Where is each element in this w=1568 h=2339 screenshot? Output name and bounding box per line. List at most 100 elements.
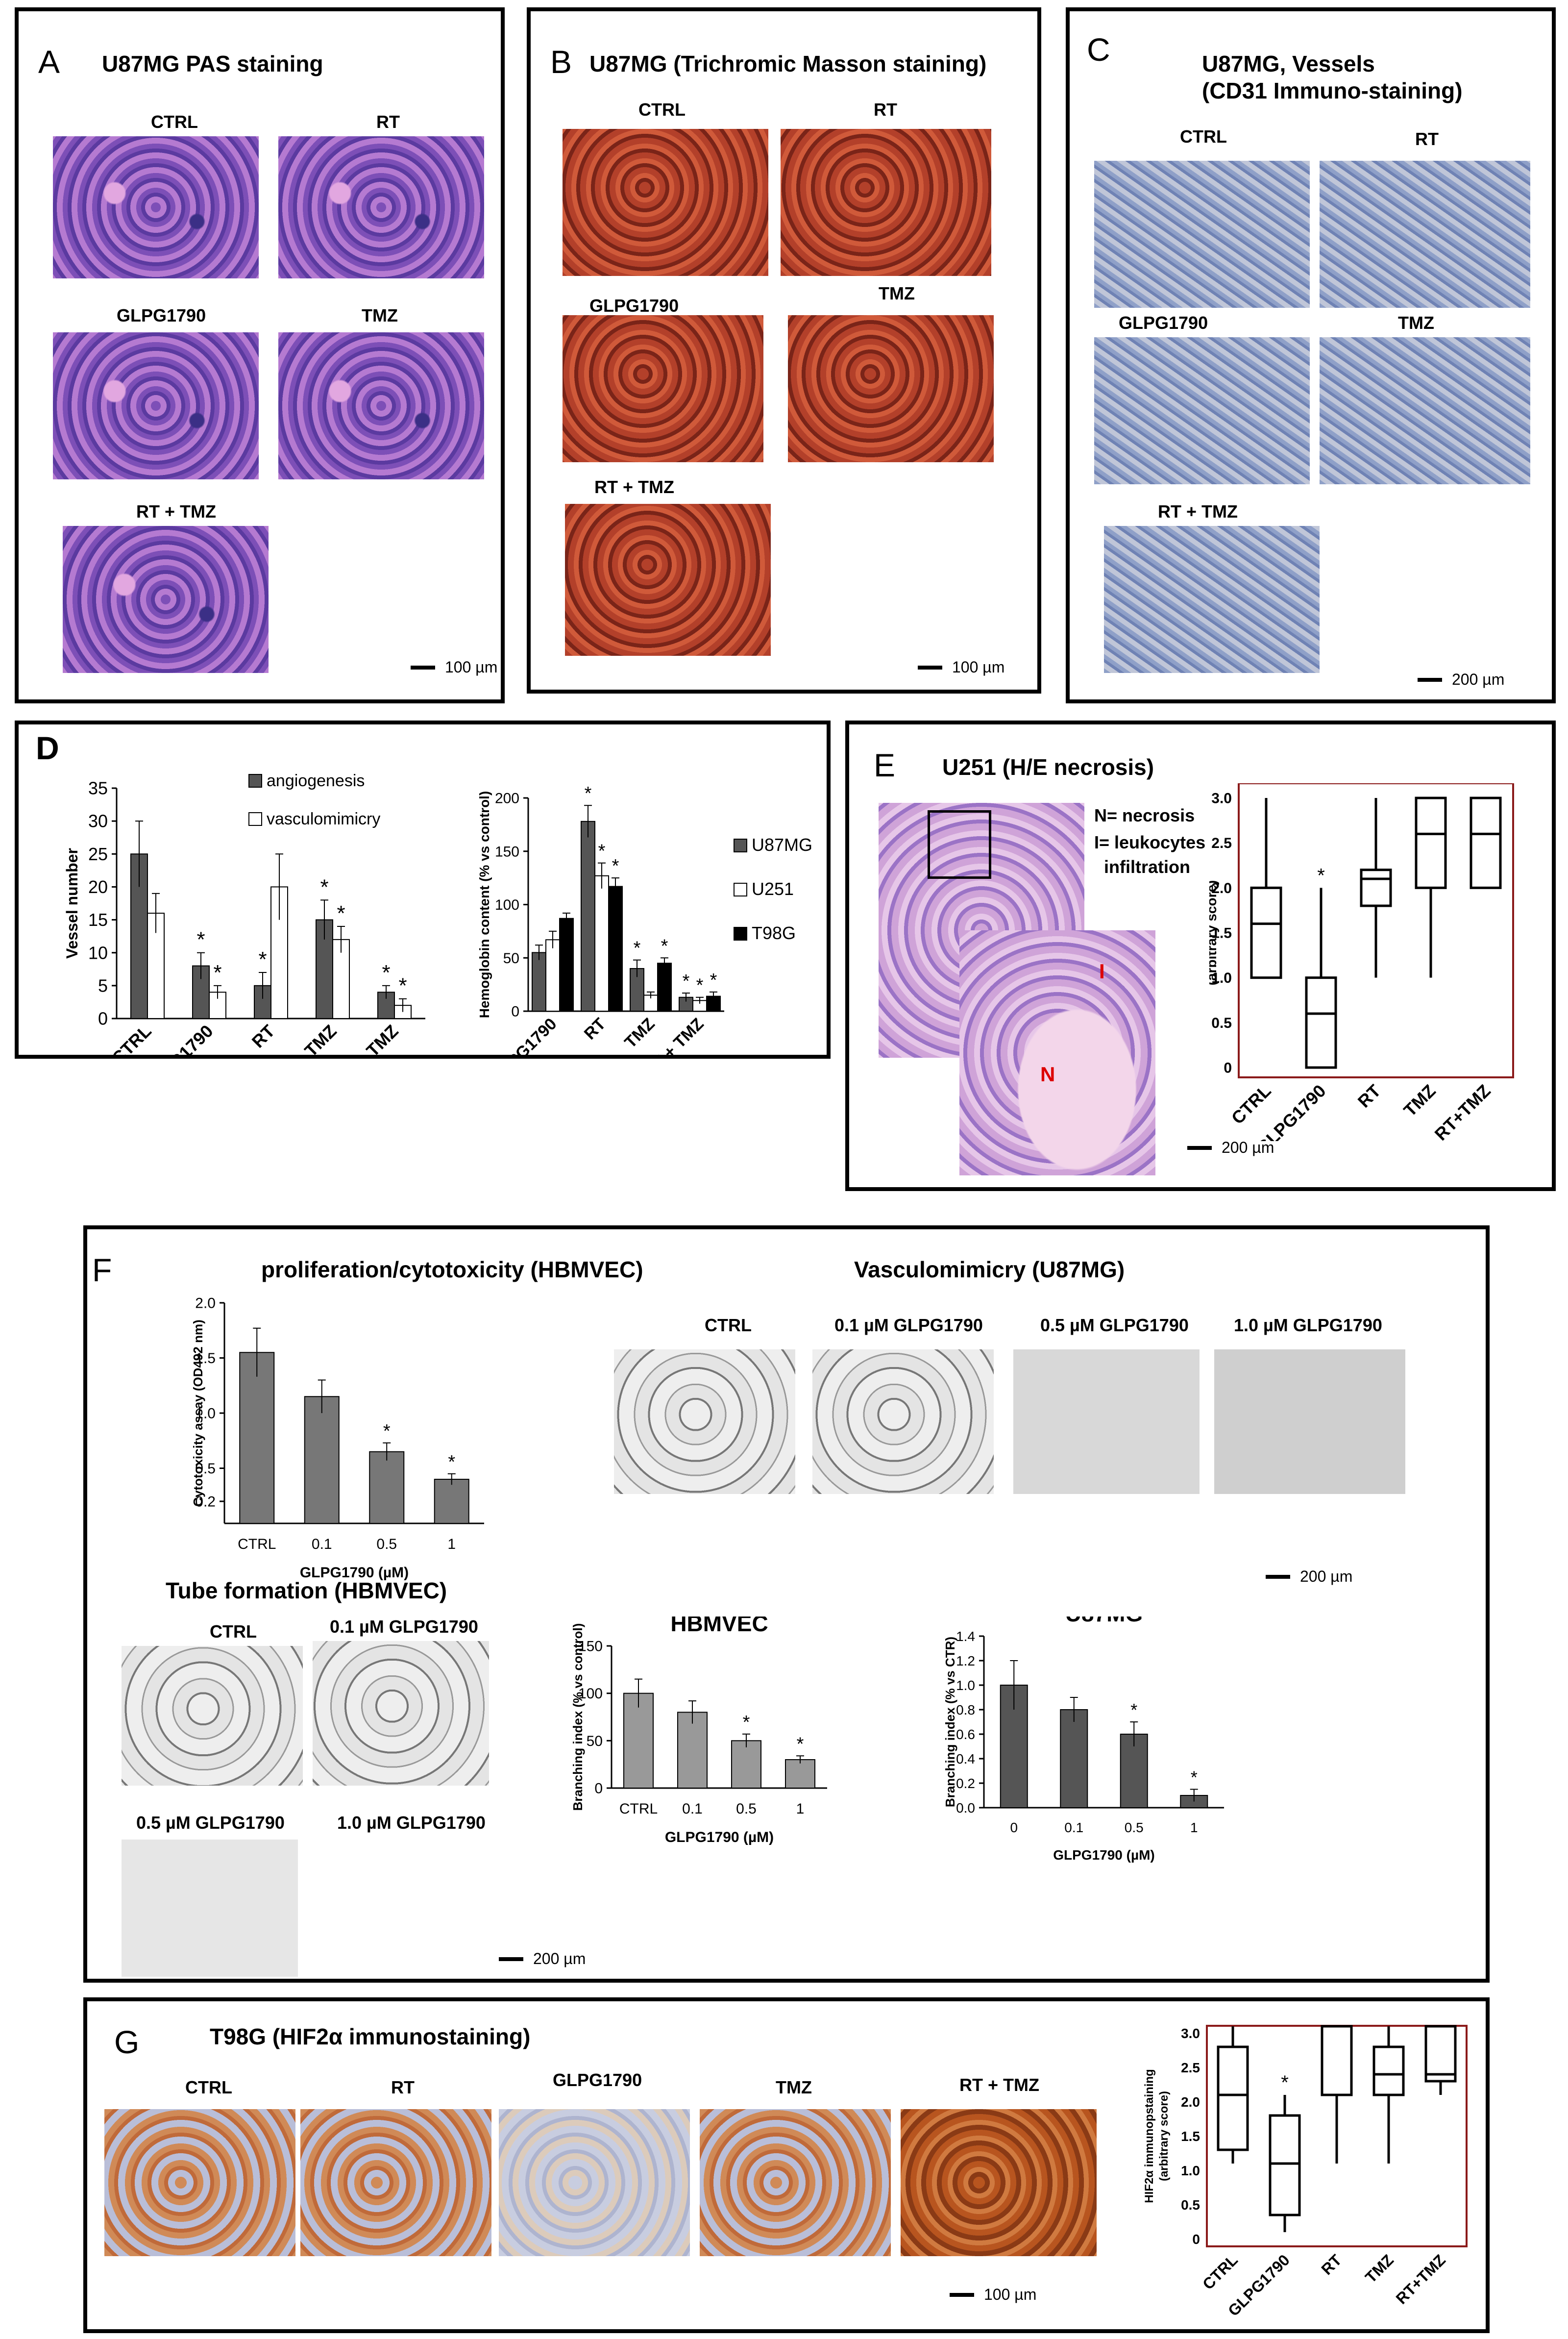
panel-title-tube: Tube formation (HBMVEC)	[166, 1578, 447, 1603]
bar	[731, 1740, 761, 1789]
image-label: RT + TMZ	[959, 2075, 1039, 2095]
y-tick-label: 0.5	[195, 1461, 216, 1477]
y-tick-label: 1.4	[956, 1629, 975, 1644]
y-axis-label: (arbitrary score)	[1157, 2091, 1171, 2181]
micrograph	[63, 526, 269, 673]
legend-entry: U87MG	[752, 835, 812, 855]
image-label: 0.1 µM GLPG1790	[330, 1617, 478, 1637]
significance-star: *	[383, 1421, 391, 1442]
y-tick-label: 1.5	[1181, 2129, 1200, 2144]
box	[1470, 796, 1502, 889]
y-axis-label: Branching index (% vs CTR)	[943, 1637, 957, 1807]
scale-bar: 100 µm	[950, 2286, 1036, 2304]
micrograph	[812, 1349, 994, 1494]
micrograph	[781, 129, 991, 276]
panel-g: G T98G (HIF2α immunostaining) CTRL RT GL…	[83, 1997, 1490, 2333]
significance-star: *	[661, 936, 668, 956]
box	[1217, 2045, 1249, 2151]
x-tick-label: GLPG1790	[140, 1021, 217, 1058]
image-label: CTRL	[638, 100, 686, 120]
image-label: RT + TMZ	[1158, 501, 1238, 522]
scale-bar: 200 µm	[1418, 671, 1504, 689]
x-tick-label: 0.5	[1125, 1820, 1144, 1835]
bar	[559, 918, 574, 1012]
panel-letter: D	[36, 730, 59, 766]
significance-star: *	[398, 974, 407, 998]
y-tick-label: 0	[98, 1009, 108, 1029]
legend-entry: T98G	[752, 923, 796, 943]
x-tick-label: TMZ	[1362, 2251, 1397, 2286]
image-label: 0.5 µM GLPG1790	[1040, 1315, 1189, 1335]
box	[1372, 2045, 1405, 2096]
image-label: CTRL	[1180, 126, 1227, 147]
y-tick-label: 0	[1192, 2232, 1200, 2247]
y-tick-label: 0.2	[956, 1776, 975, 1791]
micrograph	[565, 504, 771, 656]
panel-b: B U87MG (Trichromic Masson staining) CTR…	[527, 7, 1041, 694]
zoom-box	[928, 810, 991, 879]
marker-n: N	[1040, 1063, 1055, 1086]
image-label: RT + TMZ	[136, 501, 216, 522]
significance-star: *	[258, 947, 267, 971]
chart-f1: 0.2 0.5 1.0 1.5 2.0 Cytotoxicity assay (OD492…	[191, 1295, 484, 1581]
y-axis-label: Hemoglobin content (% vs control)	[477, 791, 492, 1019]
box	[1415, 796, 1447, 889]
y-tick-label: 150	[495, 844, 519, 860]
panel-title: U87MG (Trichromic Masson staining)	[589, 51, 987, 76]
legend-leukocytes: I= leukocytes	[1094, 832, 1206, 852]
y-tick-label: 2.5	[1211, 835, 1232, 851]
y-tick-label: 0	[511, 1004, 519, 1020]
y-axis-label: Branching index (% vs control)	[570, 1623, 585, 1811]
micrograph	[788, 315, 994, 462]
image-label: GLPG1790	[1119, 313, 1208, 333]
y-tick-label: 0.5	[1211, 1015, 1232, 1031]
x-tick-label: TMZ	[621, 1015, 658, 1052]
image-label: TMZ	[879, 283, 915, 303]
chart-e: 00.51.01.52.02.53.0Necrosis(arbitrary sc…	[1209, 783, 1514, 1141]
image-label: RT	[391, 2077, 415, 2097]
panel-a: A U87MG PAS staining CTRL RT GLPG1790 TM…	[15, 7, 505, 703]
y-tick-label: 200	[495, 791, 519, 807]
bar	[581, 821, 595, 1012]
y-tick-label: 30	[88, 811, 108, 831]
micrograph	[313, 1641, 489, 1786]
scale-bar: 100 µm	[411, 658, 497, 676]
y-tick-label: 0.4	[956, 1751, 975, 1767]
x-tick-label: RT+TMZ	[1431, 1081, 1494, 1141]
micrograph	[499, 2109, 690, 2256]
micrograph	[614, 1349, 795, 1494]
micrograph	[563, 315, 763, 462]
bar	[369, 1451, 405, 1524]
micrograph	[278, 332, 484, 479]
box	[1321, 2025, 1353, 2096]
bar	[434, 1479, 469, 1524]
x-tick-label: 0.1	[312, 1536, 332, 1552]
image-label: CTRL	[151, 112, 198, 132]
image-label: RT + TMZ	[594, 477, 674, 497]
micrograph	[1094, 337, 1310, 484]
y-tick-label: 1.0	[195, 1406, 216, 1422]
bar	[608, 886, 623, 1012]
y-tick-label: 15	[88, 910, 108, 930]
significance-star: *	[1130, 1700, 1137, 1720]
micrograph	[700, 2109, 891, 2256]
bar	[1060, 1709, 1088, 1808]
y-tick-label: 2.0	[1211, 880, 1232, 896]
y-tick-label: 5	[98, 975, 108, 995]
image-label: 0.5 µM GLPG1790	[136, 1813, 285, 1833]
panel-title-vasculomimicry: Vasculomimicry (U87MG)	[854, 1257, 1125, 1282]
panel-letter: G	[114, 2024, 140, 2060]
x-axis-label: GLPG1790 (µM)	[665, 1829, 774, 1845]
panel-c: C U87MG, Vessels (CD31 Immuno-staining) …	[1066, 7, 1556, 703]
significance-star: *	[696, 975, 704, 996]
legend-entry: U251	[752, 879, 794, 899]
bar	[239, 1352, 275, 1524]
panel-d: D 0 5 10 15 20 25 30 35 Vessel number CTRL * * GLPG1…	[15, 721, 831, 1059]
legend-infiltration: infiltration	[1104, 857, 1190, 877]
box	[1269, 2114, 1301, 2216]
legend-swatch	[248, 774, 262, 788]
y-tick-label: 25	[88, 844, 108, 864]
chart-g: 0 0.5 1.0 1.5 2.0 2.5 3.0 HIF2α immunopstaining…	[1143, 2025, 1468, 2319]
marker-i: I	[1099, 960, 1105, 983]
